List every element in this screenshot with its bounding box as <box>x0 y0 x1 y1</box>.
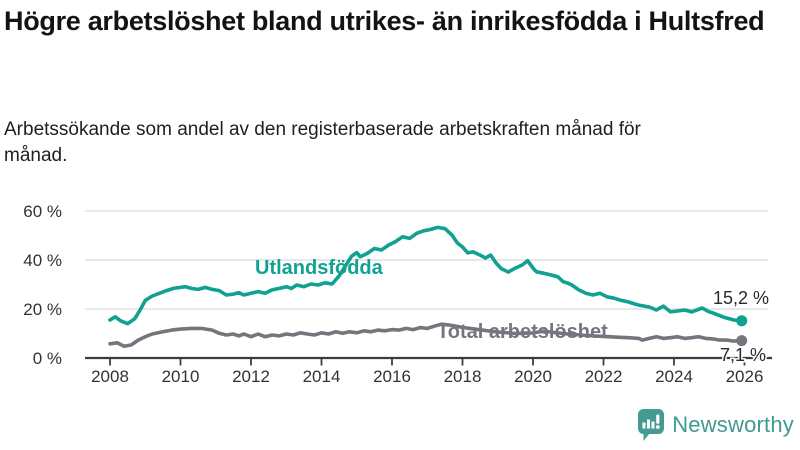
series-end-value-utlandsfodda: 15,2 % <box>713 288 769 308</box>
logo-exclamation-bar <box>656 414 660 424</box>
x-axis-label-2018: 2018 <box>444 367 482 386</box>
logo-exclamation-dot <box>656 425 660 429</box>
y-axis-label-20: 20 % <box>23 300 62 319</box>
y-axis-label-60: 60 % <box>23 202 62 221</box>
series-line-utlandsfodda <box>108 225 744 326</box>
x-axis-label-2008: 2008 <box>91 367 129 386</box>
x-axis-label-2020: 2020 <box>514 367 552 386</box>
series-label-utlandsfodda: Utlandsfödda <box>255 257 384 279</box>
y-axis-label-40: 40 % <box>23 251 62 270</box>
series-end-dot-utlandsfodda <box>736 315 748 327</box>
x-axis-label-2014: 2014 <box>303 367 341 386</box>
series-label-total-arbetsloshet: Total arbetslöshet <box>437 321 608 343</box>
logo-bar-2 <box>647 419 651 429</box>
newsworthy-logo: Newsworthy <box>637 408 794 442</box>
page-title: Högre arbetslöshet bland utrikes- än inr… <box>4 6 765 36</box>
logo-bar-1 <box>642 422 646 429</box>
newsworthy-speech-bubble-chart-icon <box>638 409 665 441</box>
logo-bar-3 <box>651 421 655 429</box>
x-axis-label-2010: 2010 <box>162 367 200 386</box>
series-end-dot-total-arbetsloshet <box>736 335 748 347</box>
y-axis-label-0: 0 % <box>33 349 62 368</box>
series-line-total-arbetsloshet <box>108 322 744 348</box>
series-end-value-total-arbetsloshet: 7,1 % <box>720 345 766 365</box>
unemployment-line-chart: 0 % 20 % 40 % 60 % 2008 2010 2012 2014 2016 2018 2… <box>23 202 772 386</box>
x-axis-label-2016: 2016 <box>373 367 411 386</box>
page-subtitle: Arbetssökande som andel av den registerb… <box>4 119 641 167</box>
x-axis-label-2012: 2012 <box>232 367 270 386</box>
x-axis-label-2024: 2024 <box>655 367 693 386</box>
x-axis-label-2022: 2022 <box>585 367 623 386</box>
x-axis-label-2026: 2026 <box>726 367 764 386</box>
brand-name: Newsworthy <box>672 412 794 437</box>
